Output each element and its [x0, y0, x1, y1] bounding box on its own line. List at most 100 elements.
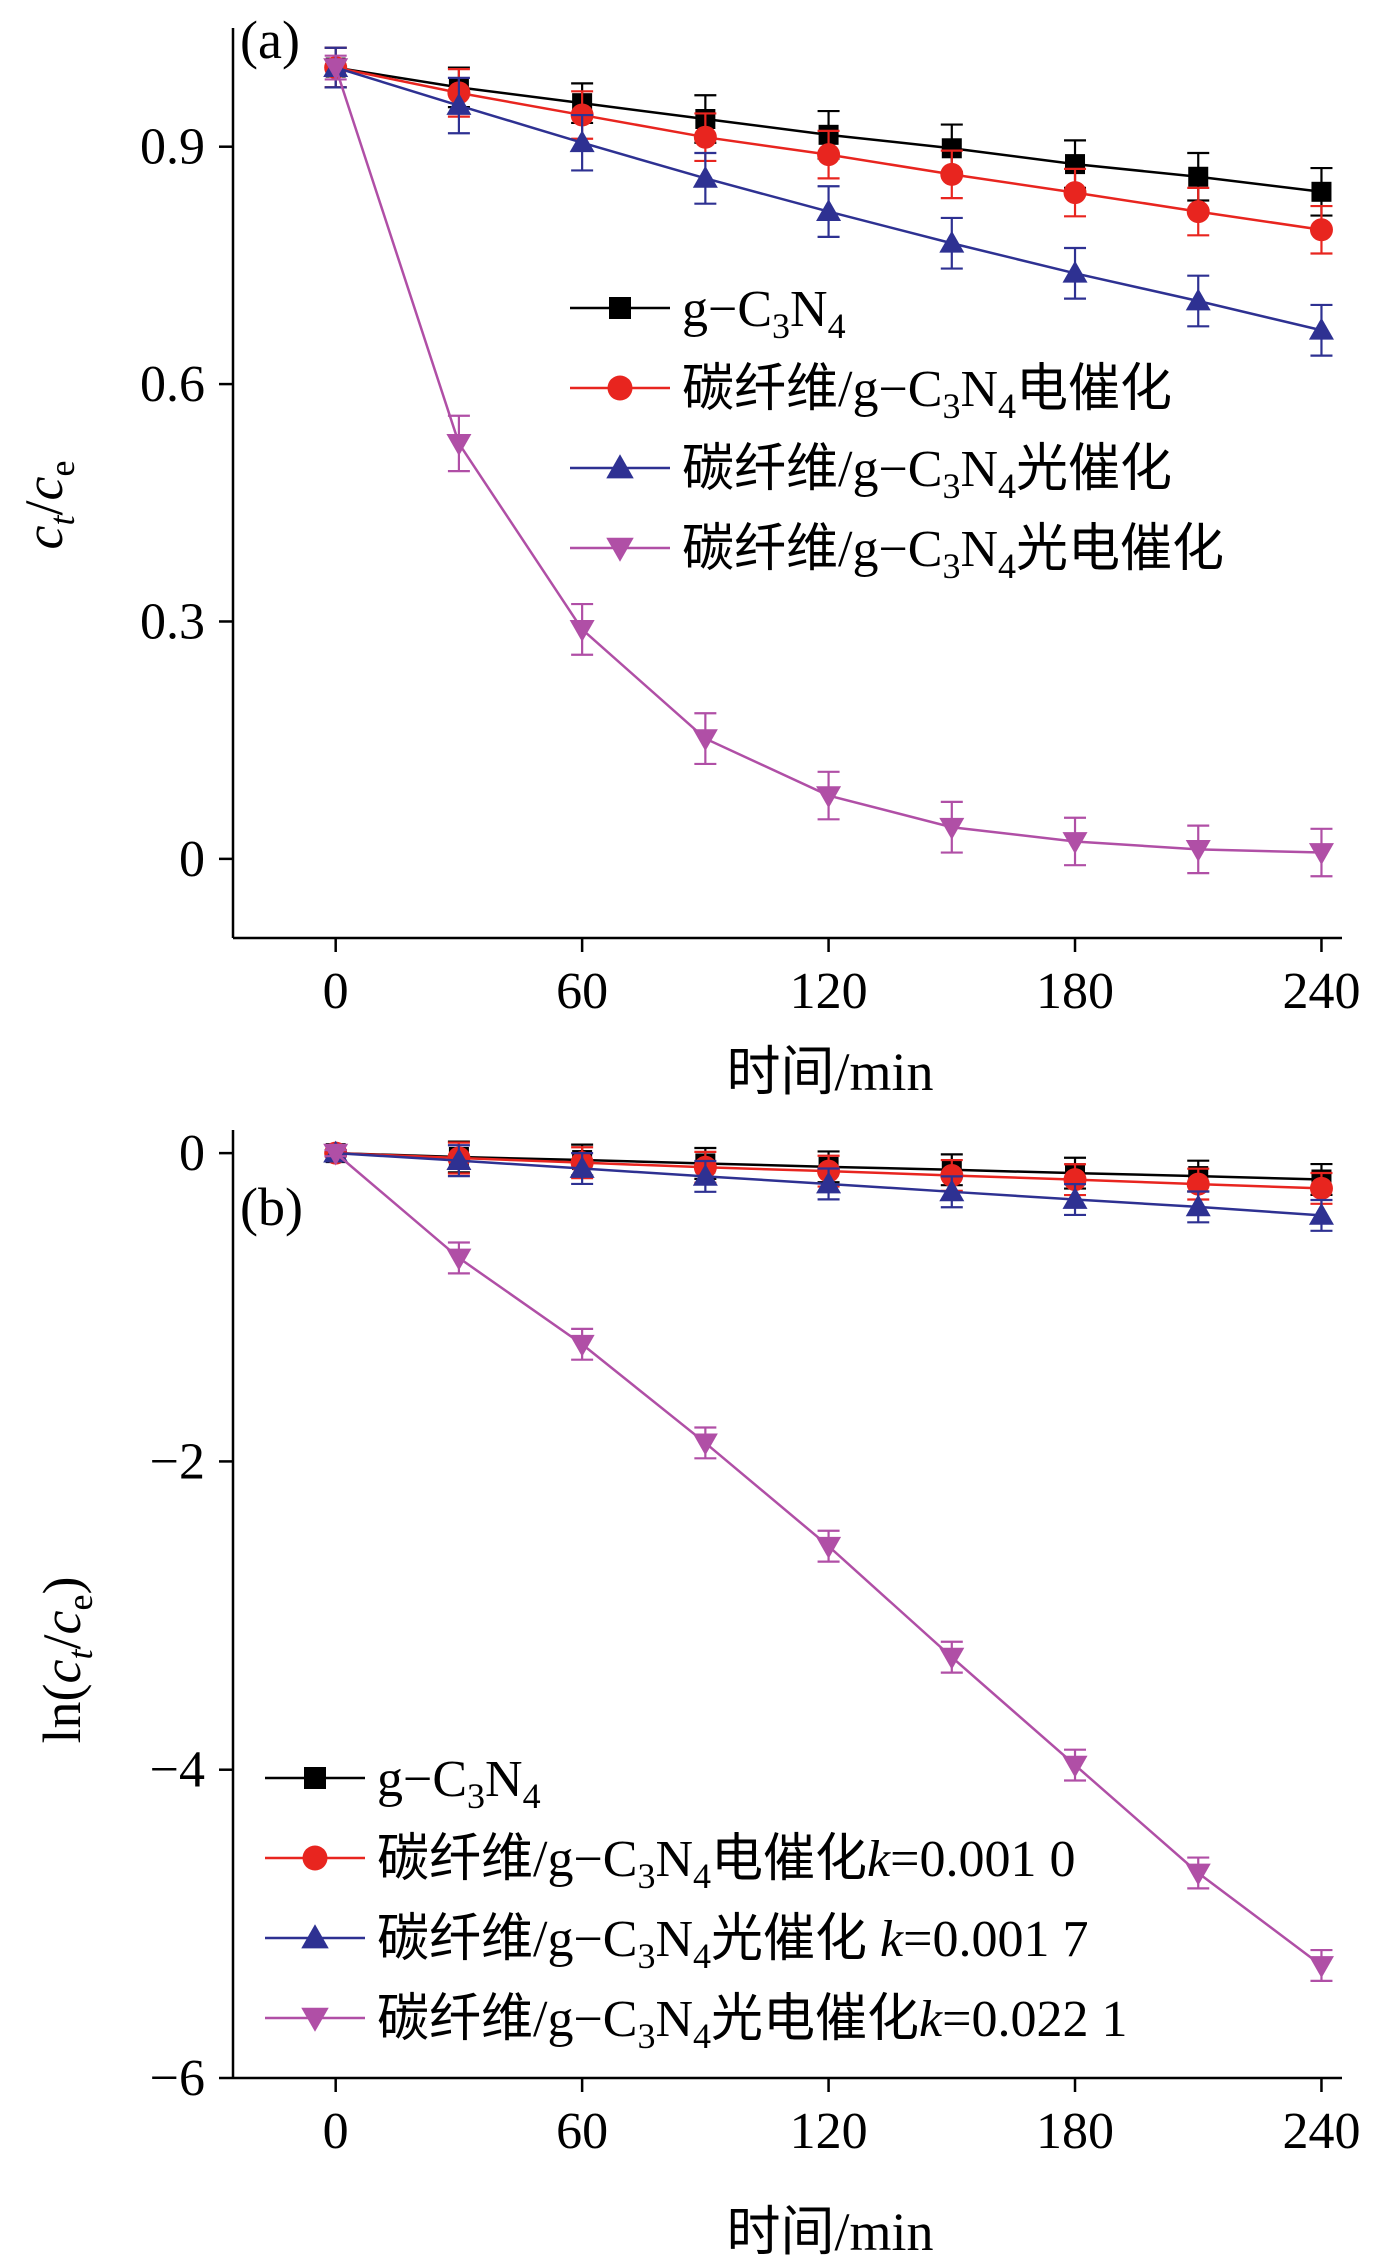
panel-b-data-point	[816, 1171, 842, 1194]
legend-sub: 3	[467, 1776, 485, 1816]
legend-sub: 4	[998, 386, 1016, 426]
panel-a-data-point	[323, 58, 349, 81]
panel-a-legend-marker	[606, 454, 634, 479]
panel-b-data-point	[1062, 1755, 1088, 1778]
panel-b-data-point	[446, 1248, 472, 1271]
panel-b-legend-marker	[302, 1845, 328, 1871]
y-title-part: /	[32, 1634, 92, 1649]
panel-b-data-point	[569, 1334, 595, 1357]
panel-a-data-point	[941, 138, 962, 159]
legend-k: k	[919, 1991, 943, 2048]
panel-a-panel-label: (a)	[240, 10, 300, 70]
legend-sub: 4	[693, 1936, 711, 1976]
legend-sub: 4	[523, 1776, 541, 1816]
panel-a-data-point	[940, 162, 964, 186]
panel-a-series-3	[323, 54, 1334, 878]
panel-a-data-point	[446, 93, 472, 115]
panel-b-data-point	[569, 1156, 595, 1178]
panel-b-legend-marker	[301, 2007, 329, 2032]
legend-k: k	[867, 1831, 891, 1888]
panel-b-y-axis-title: ln(ct/ce)	[32, 1577, 100, 1744]
panel-b-data-point	[692, 1433, 718, 1456]
legend-sub: 4	[998, 466, 1016, 506]
panel-a-data-point	[939, 817, 965, 840]
legend-part: N	[960, 361, 998, 418]
panel-b-data-point	[1185, 1863, 1211, 1886]
panel-a-data-point	[1185, 839, 1211, 862]
legend-part: N	[655, 1911, 693, 1968]
legend-part: 光催化	[1016, 441, 1172, 498]
y-title-part: )	[32, 1577, 92, 1595]
panel-b-x-tick-label: 240	[1282, 2103, 1360, 2160]
panel-a-data-point	[693, 125, 717, 149]
panel-b-y-tick-label: −6	[150, 2050, 205, 2107]
y-title-part: ln(	[32, 1683, 92, 1743]
y-title-sub: t	[42, 515, 82, 526]
legend-k-value: =0.001 0	[890, 1831, 1075, 1888]
panel-a-data-point	[1308, 843, 1334, 866]
panel-a-data-point	[446, 434, 472, 456]
panel-b-x-tick-label: 120	[790, 2103, 868, 2160]
panel-b-legend-label: 碳纤维/g−C3N4光电催化k=0.022 1	[377, 1991, 1127, 2056]
legend-part: N	[485, 1751, 523, 1808]
legend-k: k	[880, 1911, 904, 1968]
panel-b-data-point	[939, 1647, 965, 1670]
panel-a-data-point	[817, 143, 841, 167]
panel-b-data-point	[1308, 1956, 1334, 1978]
y-title-sub: t	[60, 1649, 100, 1660]
legend-part: 电催化	[711, 1831, 867, 1888]
panel-a-legend: g−C3N4碳纤维/g−C3N4电催化碳纤维/g−C3N4光催化碳纤维/g−C3…	[570, 281, 1224, 586]
panel-a: 0 60 120 180 24000.30.60.9时间/minct/ce(a)g−C3…	[14, 10, 1360, 1102]
panel-a-data-point	[569, 130, 595, 153]
panel-b-data-point	[939, 1179, 965, 1202]
panel-b-y-tick-label: −4	[150, 1742, 205, 1799]
panel-b-data-point	[1309, 1176, 1333, 1200]
panel-a-data-point	[1308, 317, 1334, 340]
panel-b-data-point	[816, 1536, 842, 1559]
panel-b-series-3	[323, 1143, 1334, 1982]
legend-part: 光电催化	[711, 1991, 919, 2048]
legend-sub: 3	[772, 306, 790, 346]
panel-b-x-tick-label: 0	[323, 2103, 349, 2160]
y-title-sub: e	[60, 1595, 100, 1611]
panel-b-data-point	[1062, 1187, 1088, 1209]
panel-b: 0 60 120 180 2400−2−4−6时间/minln(ct/ce)(b)g−C…	[32, 1125, 1360, 2262]
legend-sub: 3	[637, 2016, 655, 2056]
legend-sub: 4	[998, 546, 1016, 586]
panel-a-x-tick-label: 180	[1036, 963, 1114, 1020]
panel-a-y-tick-label: 0	[179, 831, 205, 888]
legend-sub: 3	[942, 546, 960, 586]
legend-part: 碳纤维/g−C	[377, 1911, 637, 1968]
legend-sub: 3	[637, 1936, 655, 1976]
panel-a-data-point	[1063, 181, 1087, 205]
legend-sub: 3	[637, 1856, 655, 1896]
panel-a-series-2	[323, 46, 1334, 357]
legend-part: 电催化	[1016, 361, 1172, 418]
panel-a-x-tick-label: 120	[790, 963, 868, 1020]
panel-b-data-point	[1186, 1172, 1210, 1196]
panel-a-data-point	[1062, 260, 1088, 283]
panel-b-legend-label: 碳纤维/g−C3N4电催化k=0.001 0	[377, 1831, 1075, 1896]
panel-a-data-point	[1309, 218, 1333, 242]
legend-part: 碳纤维/g−C	[682, 361, 942, 418]
legend-part: 碳纤维/g−C	[377, 1831, 637, 1888]
legend-k-value: =0.001 7	[903, 1911, 1088, 1968]
legend-sub: 4	[693, 1856, 711, 1896]
panel-a-legend-label: g−C3N4	[682, 281, 846, 346]
legend-part: 碳纤维/g−C	[682, 441, 942, 498]
panel-a-data-point	[1186, 200, 1210, 224]
panel-b-x-axis-title: 时间/min	[726, 2202, 933, 2262]
panel-b-series-2	[323, 1140, 1334, 1232]
panel-b-data-point	[323, 1143, 349, 1166]
panel-a-data-point	[1185, 288, 1211, 311]
y-title-part: /	[14, 500, 74, 515]
panel-a-data-point	[692, 729, 718, 752]
panel-b-legend-marker	[304, 1767, 326, 1789]
y-title-part: c	[14, 525, 74, 549]
panel-a-data-point	[1188, 166, 1209, 187]
panel-b-data-point	[1063, 1168, 1087, 1192]
legend-part: N	[960, 521, 998, 578]
panel-a-data-point	[816, 786, 842, 809]
